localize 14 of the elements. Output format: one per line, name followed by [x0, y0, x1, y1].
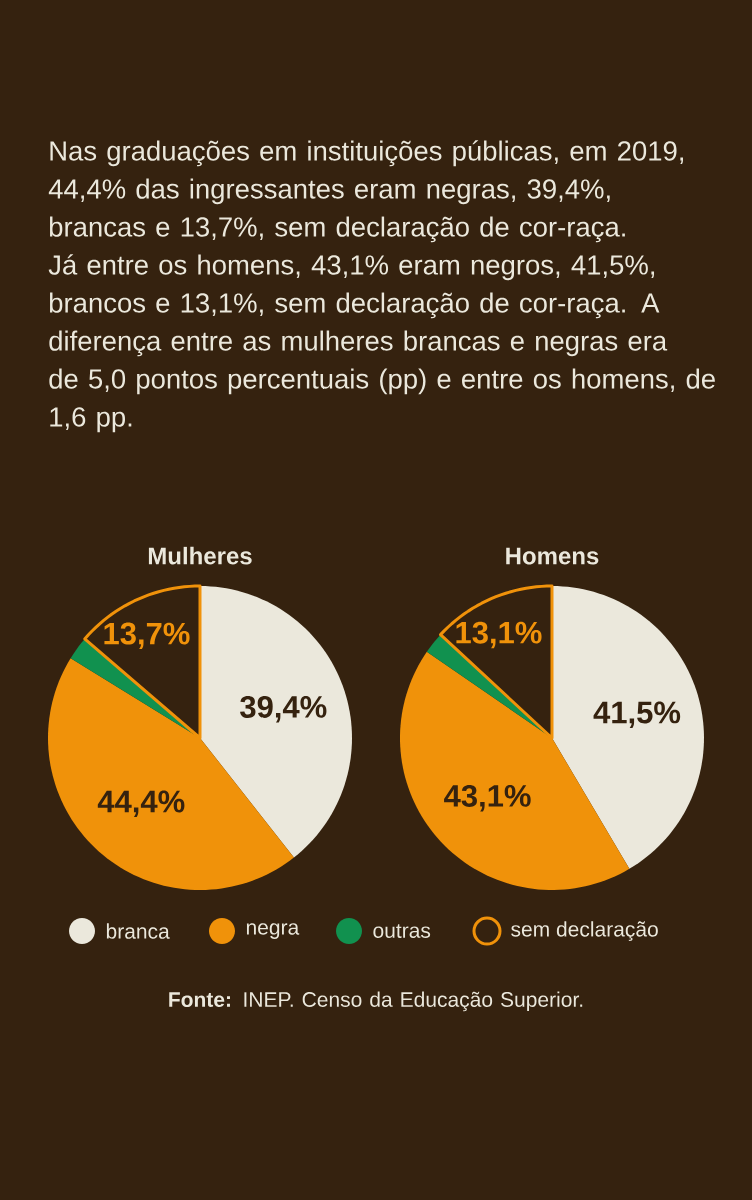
- chart-title: Homens: [506, 547, 599, 565]
- legend-label: branca: [106, 923, 170, 939]
- data-label: 44,4%: [97, 790, 185, 817]
- data-label: 39,4%: [240, 695, 327, 723]
- chart-title: Mulheres: [148, 546, 252, 565]
- data-label: 43,1%: [444, 784, 531, 812]
- text: Fonte: INEP. Censo da Educação Superior.: [169, 991, 583, 1012]
- legend-label: negra: [246, 923, 300, 939]
- data-label: 41,5%: [593, 701, 681, 728]
- legend-label: outras: [373, 924, 431, 938]
- data-label: 13,1%: [456, 621, 542, 649]
- legend-label: sem declaração: [511, 921, 658, 941]
- data-label: 13,7%: [104, 622, 190, 650]
- chart-subtitle: Nas graduações em instituições públicas, em 2019, 44,4% das ingressantes eram negras, 39,4%, brancas e 13,7%, sem declaração de cor-raça. Já entre os homens, 43,1% eram negros, 41,5%, brancos e 13,1%, sem declaração de cor-raça. A diferença entre as mulheres brancas e negras era de 5,0 pontos percentuais (pp) e entre os homens, de 1,6 pp.: [48, 140, 715, 433]
